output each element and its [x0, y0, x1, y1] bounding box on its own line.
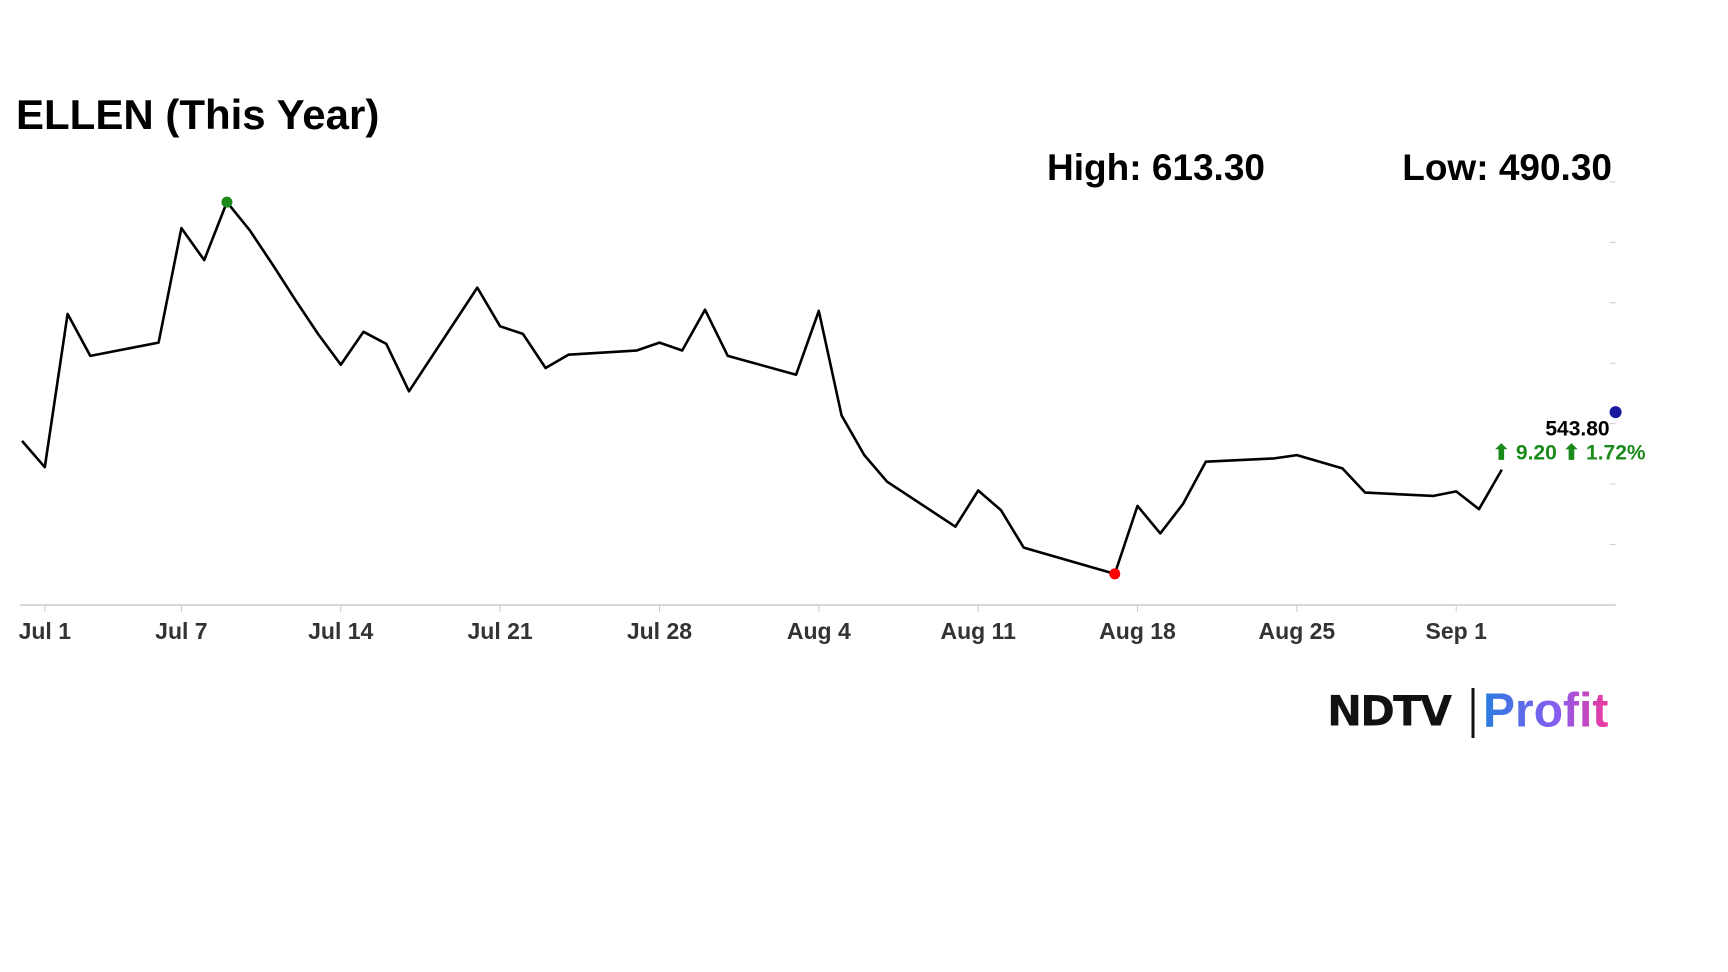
logo: NDTV Profit: [1327, 685, 1608, 738]
x-tick-label: Jul 28: [627, 618, 692, 644]
x-tick-label: Aug 4: [787, 618, 851, 644]
x-tick-label: Aug 18: [1099, 618, 1176, 644]
price-line: [21, 200, 1503, 576]
x-tick-label: Sep 1: [1426, 618, 1488, 644]
last-dot: [1609, 406, 1622, 419]
high-label: High: 613.30: [1047, 147, 1265, 188]
x-tick-label: Jul 14: [308, 618, 373, 644]
x-tick-label: Jul 1: [19, 618, 72, 644]
low-dot: [1109, 568, 1121, 580]
x-tick-label: Jul 7: [155, 618, 207, 644]
x-tick-label: Aug 11: [940, 618, 1016, 644]
chart-title: ELLEN (This Year): [16, 91, 379, 138]
x-tick-label: Jul 21: [467, 618, 532, 644]
low-label: Low: 490.30: [1402, 147, 1612, 188]
logo-ndtv: NDTV: [1327, 687, 1453, 736]
last-label: 543.80: [1545, 418, 1609, 441]
x-tick-label: Aug 25: [1259, 618, 1336, 644]
logo-profit: Profit: [1483, 685, 1608, 738]
change-label: ⬆ 9.20 ⬆ 1.72%: [1492, 442, 1645, 465]
high-dot: [221, 196, 233, 208]
